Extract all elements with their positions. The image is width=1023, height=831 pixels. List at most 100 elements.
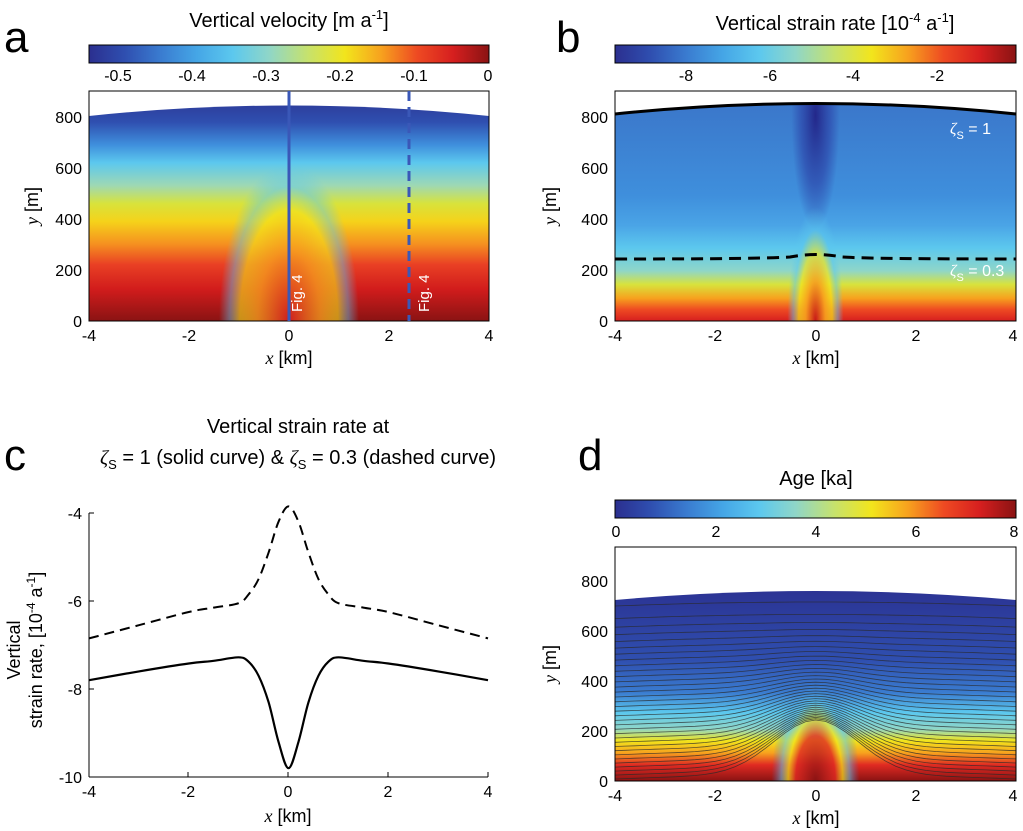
panel-c-tick-marks <box>88 512 489 777</box>
panel-d-ytick: 0 <box>599 774 608 791</box>
panel-a-cbar-tick: -0.3 <box>252 68 280 85</box>
panel-b-ytick: 800 <box>581 110 608 127</box>
panel-b-xtick: 2 <box>912 328 921 345</box>
panel-b-cbar-tick: -8 <box>679 68 693 85</box>
panel-d-axes-frame <box>614 546 1017 782</box>
panel-c-ytick: -4 <box>68 506 82 523</box>
panel-c: c Vertical strain rate at ζS = 1 (solid … <box>4 416 496 826</box>
panel-a-xtick: 0 <box>285 328 294 345</box>
isochrone-line <box>615 708 1016 752</box>
panel-c-ytick: -10 <box>59 770 82 787</box>
panel-d-cbar-tick: 8 <box>1010 524 1019 541</box>
panel-a-y-ticks: 0 200 400 600 800 <box>55 110 82 331</box>
panel-a-xtick: -4 <box>82 328 96 345</box>
isochrone-line <box>615 687 1016 712</box>
panel-c-dashed-curve <box>88 505 489 640</box>
isochrone-line <box>615 646 1016 655</box>
panel-d-cbar-tick: 2 <box>712 524 721 541</box>
panel-a-xtick: -2 <box>182 328 196 345</box>
panel-d-cbar-tick: 6 <box>912 524 921 541</box>
panel-a-cbar-tick: -0.1 <box>400 68 428 85</box>
panel-b-xtick: 0 <box>812 328 821 345</box>
panel-b-label-zeta-03: ζS = 0.3 <box>950 263 1004 284</box>
panel-b-cbar-tick: -2 <box>930 68 944 85</box>
panel-b-ylabel: y [m] <box>540 187 560 227</box>
isochrone-line <box>615 702 1016 739</box>
panel-a-ylabel: y [m] <box>22 187 42 227</box>
panel-b-xtick: -2 <box>708 328 722 345</box>
panel-d-cbar-tick: 0 <box>612 524 621 541</box>
panel-d-xtick: -4 <box>608 788 622 805</box>
isochrone-line <box>615 695 1016 726</box>
panel-a-x-ticks: -4 -2 0 2 4 <box>82 328 494 345</box>
isochrone-line <box>615 675 1016 693</box>
panel-d-ytick: 200 <box>581 724 608 741</box>
panel-c-x-ticks: -4 -2 0 2 4 <box>82 784 493 801</box>
panel-b-axes-frame <box>614 90 1017 322</box>
panel-a-ytick: 200 <box>55 263 82 280</box>
panel-a-cbar-tick: -0.5 <box>104 68 132 85</box>
isochrone-line <box>615 655 1016 667</box>
panel-d-y-ticks: 0 200 400 600 800 <box>581 574 608 791</box>
isochrone-line <box>615 716 1016 772</box>
isochrone-line <box>615 614 1016 619</box>
panel-a-annotation-fig4-solid: Fig. 4 <box>289 274 306 312</box>
isochrone-line <box>615 713 1016 764</box>
isochrone-line <box>615 700 1016 735</box>
isochrone-line <box>615 719 1016 780</box>
isochrone-line <box>615 678 1016 698</box>
panel-b-x-ticks: -4 -2 0 2 4 <box>608 328 1018 345</box>
panel-letter-d: d <box>578 431 602 480</box>
panel-d-x-ticks: -4 -2 0 2 4 <box>608 788 1018 805</box>
isochrone-line <box>615 629 1016 636</box>
panel-a-xtick: 2 <box>385 328 394 345</box>
panel-b-colorbar-ticks: -8 -6 -4 -2 <box>679 68 944 85</box>
panel-b-cbar-tick: -4 <box>846 68 860 85</box>
panel-d-ytick: 600 <box>581 624 608 641</box>
panel-d-colorbar <box>614 499 1017 519</box>
panel-c-ytick: -6 <box>68 594 82 611</box>
panel-a-xtick: 4 <box>485 328 494 345</box>
panel-d-ytick: 400 <box>581 674 608 691</box>
panel-b: b Vertical strain rate [10-4 a-1] -8 -6 … <box>540 10 1018 368</box>
panel-c-xtick: -2 <box>181 784 195 801</box>
panel-c-xtick: 4 <box>484 784 493 801</box>
panel-b-ytick: 400 <box>581 212 608 229</box>
panel-b-y-ticks: 0 200 400 600 800 <box>581 110 608 331</box>
panel-d-xtick: 4 <box>1009 788 1018 805</box>
panel-c-ylabel-line2: strain rate, [10-4 a-1] <box>24 572 46 728</box>
panel-b-dashed-contour <box>614 253 1017 261</box>
panel-c-ylabel-line1: Vertical <box>4 620 24 679</box>
isochrone-line <box>615 704 1016 743</box>
isochrone-line <box>615 664 1016 678</box>
panel-letter-a: a <box>4 13 29 62</box>
panel-a-colorbar-ticks: -0.5 -0.4 -0.3 -0.2 -0.1 0 <box>104 68 492 85</box>
panel-a-cbar-tick: -0.2 <box>326 68 354 85</box>
panel-letter-b: b <box>556 13 580 62</box>
isochrone-line <box>615 690 1016 717</box>
isochrone-line <box>615 715 1016 768</box>
panel-b-surface-contour <box>614 102 1017 116</box>
isochrone-line <box>615 667 1016 683</box>
panel-c-title-line1: Vertical strain rate at <box>207 416 390 438</box>
panel-letter-c: c <box>4 431 26 480</box>
panel-b-xlabel: x [km] <box>792 348 840 368</box>
panel-b-xtick: 4 <box>1009 328 1018 345</box>
panel-b-colorbar <box>614 44 1017 64</box>
isochrone-line <box>615 698 1016 730</box>
isochrone-line <box>615 651 1016 661</box>
panel-b-cbar-tick: -6 <box>763 68 777 85</box>
panel-a: a Vertical velocity [m a-1] -0.5 -0.4 -0… <box>4 7 494 368</box>
panel-a-ytick: 800 <box>55 110 82 127</box>
panel-c-ytick: -8 <box>68 682 82 699</box>
panel-c-xtick: 0 <box>284 784 293 801</box>
panel-d-title: Age [ka] <box>779 468 852 490</box>
isochrone-line <box>615 635 1016 642</box>
panel-b-ytick: 200 <box>581 263 608 280</box>
isochrone-line <box>615 718 1016 776</box>
panel-d: d Age [ka] 0 2 4 6 8 -4 -2 0 2 4 0 200 4… <box>540 431 1019 828</box>
panel-c-y-ticks: -10 -8 -6 -4 <box>59 506 82 787</box>
isochrone-line <box>615 671 1016 688</box>
panel-b-ytick: 600 <box>581 161 608 178</box>
